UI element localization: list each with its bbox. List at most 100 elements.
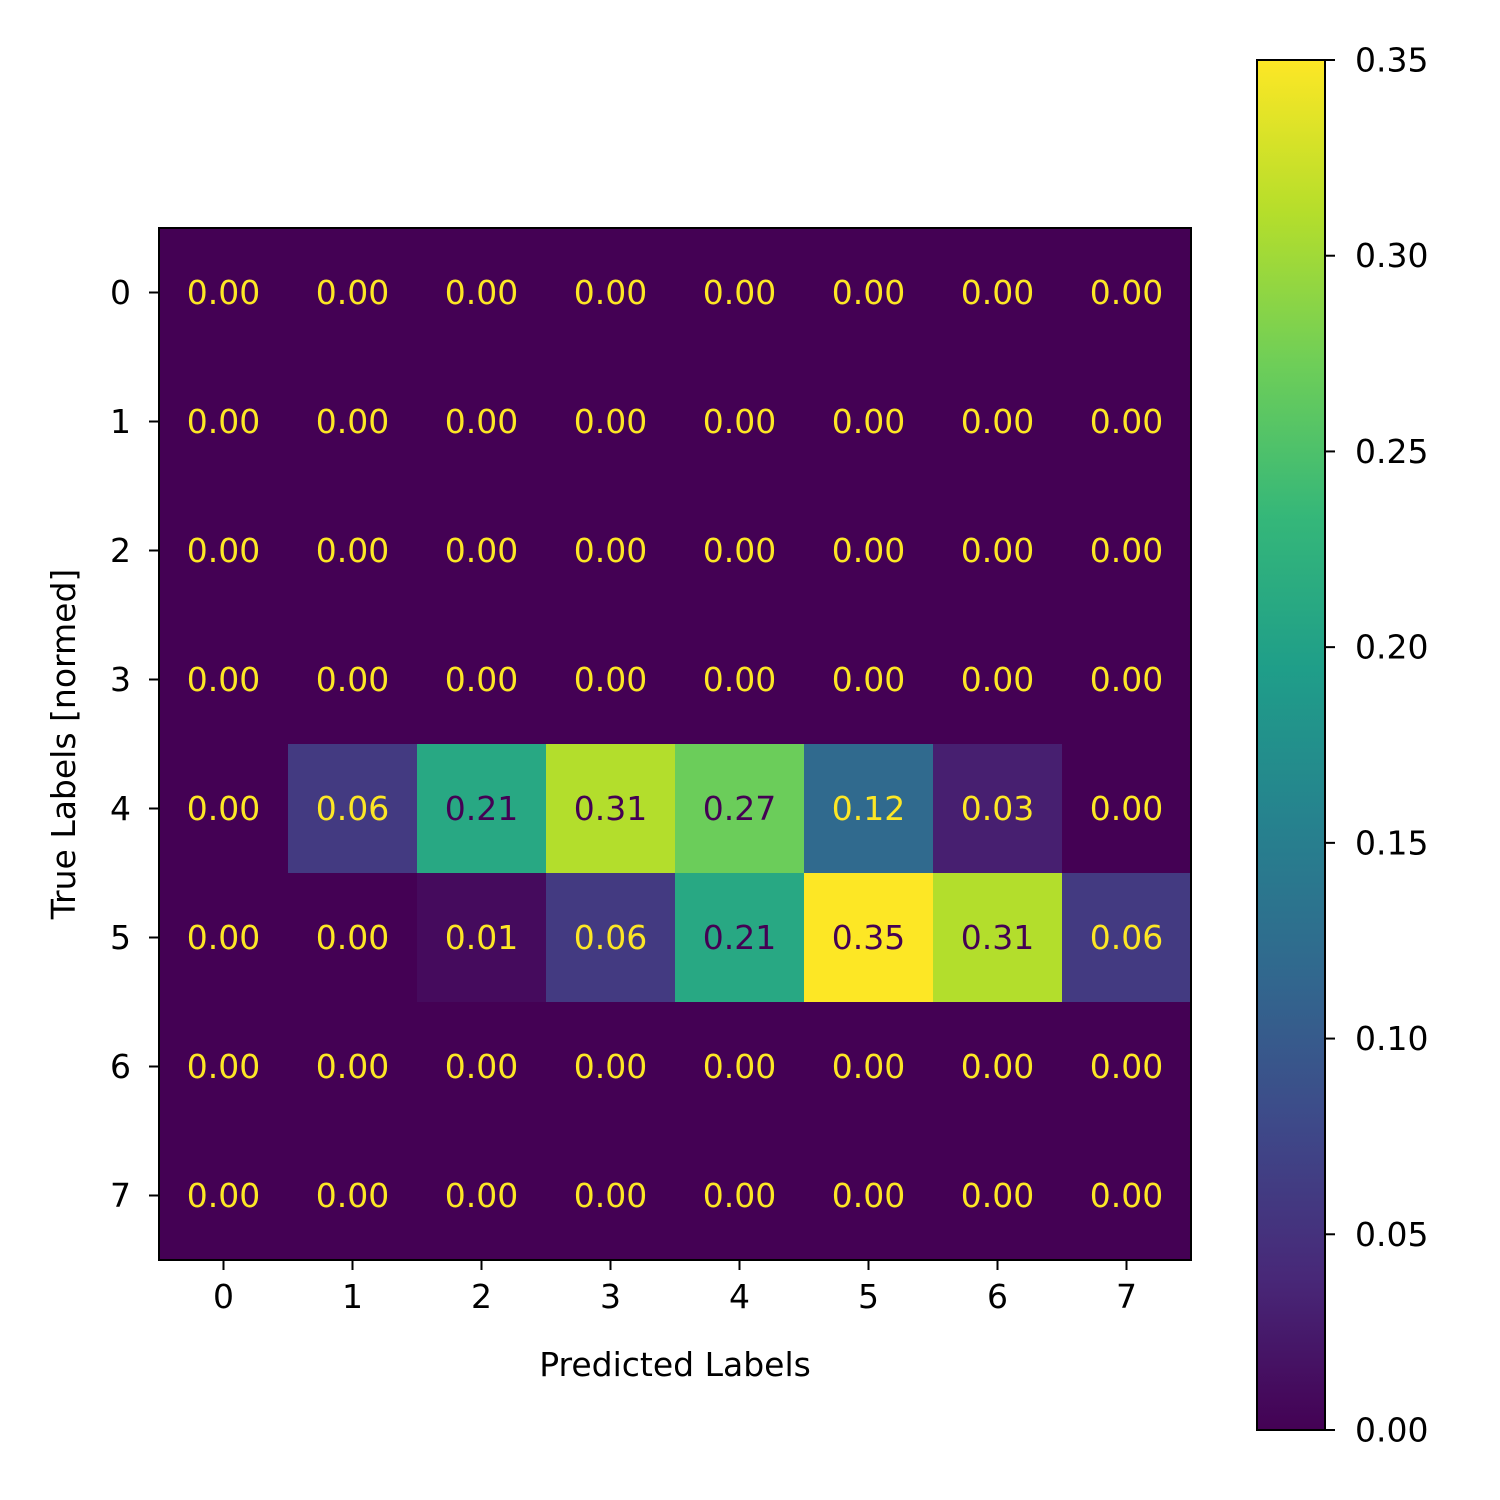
cell-value-label: 0.00 [316,273,389,312]
cell-value-label: 0.00 [445,273,518,312]
cell-value-label: 0.03 [961,789,1034,828]
heatmap-cell [1062,1131,1192,1261]
cell-value-label: 0.00 [703,1047,776,1086]
cell-value-label: 0.00 [961,531,1034,570]
cell-value-label: 0.00 [1090,660,1163,699]
heatmap-cell [933,228,1063,358]
heatmap-cell [546,1131,676,1261]
heatmap-cell [288,873,418,1003]
cell-value-label: 0.00 [187,660,260,699]
heatmap-cell [675,228,805,358]
x-tick-label: 4 [729,1277,750,1316]
heatmap-cell [417,357,547,487]
x-tick-label: 7 [1116,1277,1137,1316]
heatmap-cell [288,615,418,745]
heatmap-cell [417,228,547,358]
cell-value-label: 0.00 [1090,402,1163,441]
cell-value-label: 0.00 [574,1176,647,1215]
heatmap-cell [933,744,1063,874]
heatmap-cell [1062,1002,1192,1132]
heatmap-cell [417,486,547,616]
y-tick-label: 4 [110,789,131,828]
heatmap-cell [675,357,805,487]
cell-value-label: 0.00 [961,1176,1034,1215]
cell-value-label: 0.00 [316,660,389,699]
cell-value-label: 0.00 [703,531,776,570]
heatmap-cell [288,744,418,874]
colorbar-tick-label: 0.30 [1355,236,1428,275]
heatmap-cell [1062,486,1192,616]
heatmap-cell [804,357,934,487]
heatmap-cell [804,615,934,745]
y-tick-label: 2 [110,531,131,570]
cell-value-label: 0.00 [187,1176,260,1215]
y-tick-label: 3 [110,660,131,699]
heatmap-cell [546,357,676,487]
heatmap-cell [417,1002,547,1132]
cell-value-label: 0.00 [445,402,518,441]
cell-value-label: 0.00 [574,402,647,441]
cell-value-label: 0.00 [316,1047,389,1086]
y-tick-label: 0 [110,273,131,312]
heatmap-cell [159,228,289,358]
heatmap-cell [933,1002,1063,1132]
cell-value-label: 0.00 [187,402,260,441]
x-tick-label: 6 [987,1277,1008,1316]
cell-value-label: 0.00 [316,1176,389,1215]
heatmap-cell [546,744,676,874]
heatmap-cell [933,1131,1063,1261]
cell-value-label: 0.00 [316,402,389,441]
plot-frame [158,227,1192,1261]
cell-value-label: 0.00 [961,660,1034,699]
cell-value-label: 0.00 [961,1047,1034,1086]
cell-value-label: 0.00 [832,273,905,312]
heatmap-cell [546,228,676,358]
heatmap-cell [804,1002,934,1132]
heatmap-cell [546,486,676,616]
cell-value-label: 0.00 [832,531,905,570]
colorbar-tick-label: 0.05 [1355,1215,1428,1254]
cell-value-label: 0.00 [187,273,260,312]
cell-labels: 0.00 0.00 0.00 0.00 0.00 0.00 0.00 0.00 0.00 0.00… [187,273,1163,1215]
heatmap-cell [288,1002,418,1132]
cell-value-label: 0.00 [187,789,260,828]
cell-value-label: 0.00 [832,1047,905,1086]
cell-value-label: 0.00 [574,273,647,312]
colorbar-tick-label: 0.35 [1355,41,1428,80]
colorbar-tick-label: 0.10 [1355,1019,1428,1058]
heatmap-cell [675,744,805,874]
colorbar-tick-label: 0.00 [1355,1411,1428,1450]
cell-value-label: 0.00 [187,531,260,570]
heatmap-cell [288,1131,418,1261]
y-tick-label: 5 [110,918,131,957]
heatmap-cell [159,873,289,1003]
heatmap-cell [675,615,805,745]
heatmap-cell [159,486,289,616]
heatmap-cell [804,1131,934,1261]
cell-value-label: 0.00 [832,1176,905,1215]
heatmap-cell [288,486,418,616]
heatmap-cell [159,357,289,487]
y-tick-label: 6 [110,1047,131,1086]
colorbar-ticks: 0.00 0.05 0.10 0.15 0.20 0.25 0.30 0.35 [1325,41,1428,1450]
heatmap-cell [804,486,934,616]
heatmap-cell [933,357,1063,487]
cell-value-label: 0.00 [1090,1047,1163,1086]
x-tick-label: 5 [858,1277,879,1316]
heatmap-cell [1062,615,1192,745]
cell-value-label: 0.00 [574,660,647,699]
heatmap-cell [933,486,1063,616]
x-axis-label: Predicted Labels [539,1345,811,1384]
heatmap-cell [933,873,1063,1003]
heatmap-cell [1062,357,1192,487]
cell-value-label: 0.00 [316,918,389,957]
heatmap-cell [417,744,547,874]
y-axis-label: True Labels [normed] [44,569,83,921]
cell-value-label: 0.00 [445,531,518,570]
heatmap-cell [159,744,289,874]
heatmap-cell [675,486,805,616]
cell-value-label: 0.21 [445,789,518,828]
heatmap-cell [804,873,934,1003]
colorbar [1256,59,1326,1431]
